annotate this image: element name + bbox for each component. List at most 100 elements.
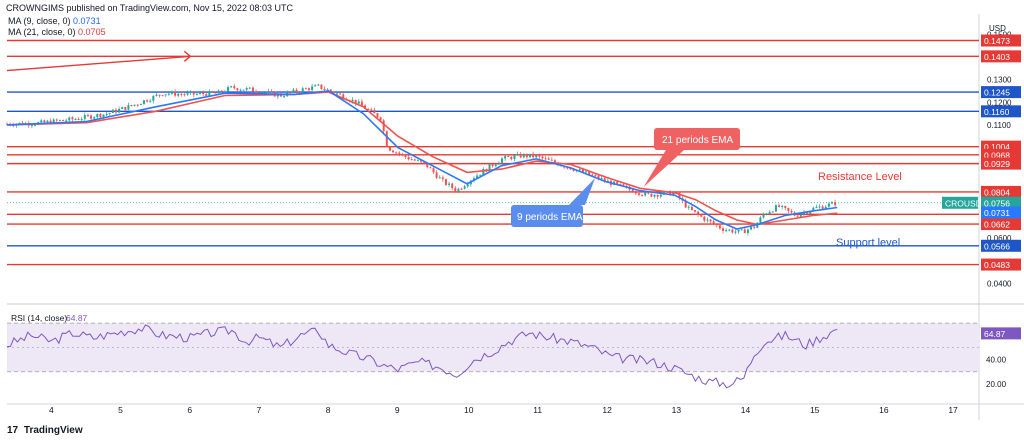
- candle-body: [815, 207, 818, 209]
- candle-body: [208, 91, 211, 96]
- ma9-value: 0.0731: [73, 16, 101, 26]
- candle-body: [267, 91, 270, 93]
- price-tick-label: 0.0600: [987, 234, 1012, 243]
- candle-body: [413, 159, 416, 161]
- trend-arrow-head: [183, 50, 192, 62]
- candle-body: [258, 92, 261, 94]
- level-price-label: 0.1004: [984, 142, 1010, 152]
- candle-body: [429, 167, 432, 169]
- tradingview-brand[interactable]: 17 TradingView: [7, 425, 83, 436]
- candle-body: [149, 100, 152, 102]
- candle-body: [18, 122, 21, 125]
- candle-body: [357, 101, 360, 104]
- time-tick-label: 16: [879, 405, 889, 415]
- candle-body: [740, 229, 743, 231]
- rsi-value-tag: [981, 327, 1021, 340]
- rsi-tick-label: 40.00: [986, 356, 1007, 365]
- ema21-callout-label: 21 periods EMA: [662, 135, 733, 146]
- level-price-label: 0.0968: [984, 150, 1010, 160]
- candle-body: [824, 206, 827, 209]
- candle-body: [585, 171, 588, 173]
- time-tick-label: 11: [533, 405, 542, 415]
- candle-body: [367, 108, 370, 110]
- candle-body: [435, 172, 438, 178]
- candle-body: [750, 226, 753, 230]
- ma21-value: 0.0705: [78, 27, 106, 37]
- candle-body: [58, 119, 61, 121]
- candle-body: [476, 175, 479, 179]
- candle-body: [784, 205, 787, 208]
- candle-body: [637, 193, 640, 195]
- level-price-label: 0.1473: [984, 36, 1010, 46]
- time-tick-label: 15: [810, 405, 820, 415]
- time-tick-label: 4: [49, 405, 54, 415]
- candle-body: [307, 88, 310, 91]
- candle-body: [460, 188, 463, 190]
- time-tick-label: 7: [257, 405, 262, 415]
- candle-body: [553, 160, 556, 163]
- candle-body: [339, 93, 342, 95]
- candle-body: [606, 180, 609, 182]
- candle-body: [753, 226, 756, 228]
- candle-body: [479, 174, 482, 176]
- candle-body: [703, 216, 706, 221]
- candle-body: [65, 120, 68, 122]
- candle-body: [155, 94, 158, 96]
- candle-body: [211, 91, 214, 93]
- candle-body: [566, 167, 569, 169]
- candle-body: [121, 107, 124, 109]
- brand-name: TradingView: [23, 425, 83, 436]
- candle-body: [360, 101, 363, 106]
- candle-body: [634, 192, 637, 194]
- price-tick-label: 0.1200: [987, 98, 1012, 107]
- candle-body: [96, 114, 99, 118]
- candle-body: [102, 114, 105, 118]
- ma21-label: MA (21, close, 0): [8, 27, 76, 37]
- candle-body: [320, 84, 323, 89]
- candle-body: [71, 117, 74, 120]
- candle-body: [603, 178, 606, 182]
- candle-body: [77, 119, 80, 121]
- candle-body: [700, 214, 703, 217]
- candle-body: [454, 188, 457, 192]
- candle-body: [164, 94, 167, 96]
- candle-body: [83, 114, 86, 119]
- ma21-legend: MA (21, close, 0) 0.0705: [8, 27, 106, 37]
- candle-body: [420, 160, 423, 162]
- candle-body: [332, 91, 335, 94]
- candle-body: [174, 91, 177, 96]
- candle-body: [398, 152, 401, 154]
- candle-body: [494, 164, 497, 167]
- candle-body: [448, 183, 451, 185]
- candle-body: [507, 156, 510, 158]
- candle-body: [525, 154, 528, 158]
- candle-body: [227, 87, 230, 92]
- candle-body: [522, 154, 525, 158]
- candle-body: [734, 231, 737, 233]
- candle-body: [68, 117, 71, 121]
- candle-body: [370, 109, 373, 111]
- level-price-tag: [981, 86, 1021, 99]
- candle-body: [317, 84, 320, 86]
- candle-body: [152, 95, 155, 101]
- candle-body: [781, 205, 784, 207]
- time-tick-label: 10: [464, 405, 474, 415]
- candle-body: [581, 169, 584, 173]
- ema9-callout-pointer: [569, 178, 596, 205]
- candle-body: [236, 88, 239, 91]
- candle-body: [482, 169, 485, 175]
- candle-body: [80, 118, 83, 120]
- level-price-tag: [981, 239, 1021, 252]
- ema21-callout-pointer: [643, 150, 684, 188]
- candle-body: [86, 114, 89, 116]
- candle-body: [385, 131, 388, 147]
- candle-body: [641, 194, 644, 196]
- level-price-label: 0.1160: [984, 107, 1010, 117]
- candle-body: [326, 89, 329, 91]
- candle-body: [183, 94, 186, 96]
- candle-body: [669, 191, 672, 196]
- level-price-label: 0.0804: [984, 187, 1010, 197]
- candle-body: [821, 206, 824, 209]
- candle-body: [251, 87, 254, 92]
- candle-body: [177, 93, 180, 96]
